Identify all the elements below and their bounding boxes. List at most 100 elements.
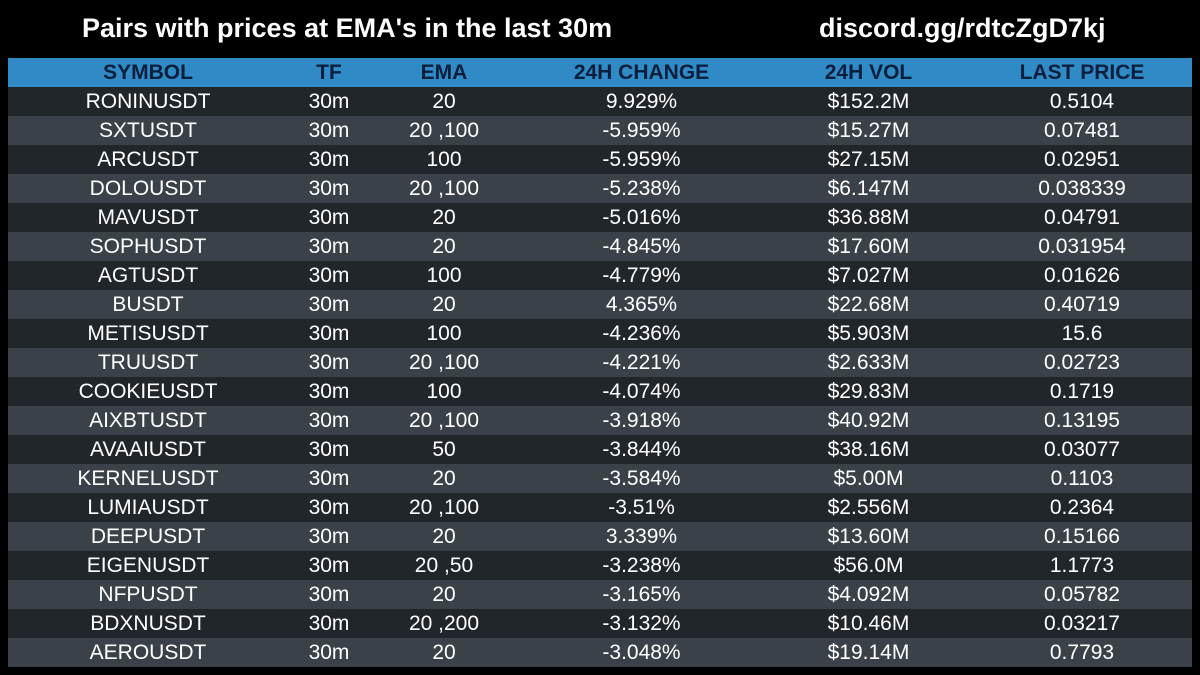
- cell-symbol: AIXBTUSDT: [89, 409, 207, 432]
- table-row: DEEPUSDT 30m 20 3.339% $13.60M 0.15166: [8, 522, 1192, 551]
- cell-ema: 20: [432, 206, 456, 229]
- table-row: LUMIAUSDT 30m 20 ,100 -3.51% $2.556M 0.2364: [8, 493, 1192, 522]
- cell-ema: 20 ,100: [408, 177, 480, 200]
- cell-ema: 100: [426, 148, 462, 171]
- cell-24h-change: 3.339%: [605, 525, 678, 548]
- cell-last-price: 0.5104: [1049, 90, 1115, 113]
- cell-last-price: 0.038339: [1038, 177, 1126, 200]
- cell-24h-change: -5.959%: [602, 119, 681, 142]
- column-header-24h-change: 24H CHANGE: [573, 61, 710, 84]
- page-header: Pairs with prices at EMA's in the last 3…: [0, 0, 1200, 58]
- cell-tf: 30m: [308, 206, 350, 229]
- cell-tf: 30m: [308, 322, 350, 345]
- cell-tf: 30m: [308, 293, 350, 316]
- cell-symbol: TRUUSDT: [97, 351, 199, 374]
- cell-symbol: MAVUSDT: [97, 206, 199, 229]
- table-body: RONINUSDT 30m 20 9.929% $152.2M 0.5104 SXTUSDT…: [8, 87, 1192, 667]
- column-header-last-price: LAST PRICE: [1019, 61, 1145, 84]
- column-header-24h-vol: 24H VOL: [824, 61, 913, 84]
- cell-ema: 100: [426, 322, 462, 345]
- cell-24h-change: -3.584%: [602, 467, 681, 490]
- cell-24h-change: -3.238%: [602, 554, 681, 577]
- cell-24h-change: 9.929%: [605, 90, 678, 113]
- table-row: AGTUSDT 30m 100 -4.779% $7.027M 0.01626: [8, 261, 1192, 290]
- cell-24h-vol: $13.60M: [827, 525, 910, 548]
- cell-tf: 30m: [308, 148, 350, 171]
- ema-pairs-table: SYMBOL TF EMA 24H CHANGE 24H VOL LAST PR…: [8, 58, 1192, 667]
- cell-24h-change: -4.845%: [602, 235, 681, 258]
- cell-ema: 20: [432, 583, 456, 606]
- cell-last-price: 0.03077: [1044, 438, 1120, 461]
- cell-24h-vol: $2.556M: [827, 496, 910, 519]
- cell-ema: 50: [432, 438, 456, 461]
- cell-24h-change: 4.365%: [605, 293, 678, 316]
- cell-24h-vol: $5.00M: [833, 467, 904, 490]
- cell-24h-vol: $29.83M: [827, 380, 910, 403]
- cell-symbol: METISUSDT: [87, 322, 209, 345]
- cell-24h-change: -4.779%: [602, 264, 681, 287]
- cell-symbol: BUSDT: [112, 293, 184, 316]
- cell-24h-vol: $40.92M: [827, 409, 910, 432]
- cell-symbol: EIGENUSDT: [86, 554, 210, 577]
- cell-24h-vol: $19.14M: [827, 641, 910, 664]
- cell-last-price: 0.03217: [1044, 612, 1120, 635]
- cell-tf: 30m: [308, 467, 350, 490]
- cell-symbol: COOKIEUSDT: [78, 380, 218, 403]
- page-title: Pairs with prices at EMA's in the last 3…: [82, 13, 613, 43]
- cell-24h-change: -3.918%: [602, 409, 681, 432]
- column-header-tf: TF: [316, 61, 342, 84]
- cell-24h-change: -4.236%: [602, 322, 681, 345]
- cell-last-price: 0.05782: [1044, 583, 1120, 606]
- cell-24h-vol: $36.88M: [827, 206, 910, 229]
- cell-24h-vol: $152.2M: [827, 90, 910, 113]
- cell-24h-change: -3.165%: [602, 583, 681, 606]
- cell-tf: 30m: [308, 90, 350, 113]
- table-row: EIGENUSDT 30m 20 ,50 -3.238% $56.0M 1.1773: [8, 551, 1192, 580]
- cell-symbol: NFPUSDT: [98, 583, 198, 606]
- cell-last-price: 0.1103: [1050, 467, 1114, 490]
- cell-last-price: 0.15166: [1044, 525, 1120, 548]
- cell-last-price: 1.1773: [1049, 554, 1115, 577]
- cell-24h-change: -3.048%: [602, 641, 681, 664]
- table-row: SXTUSDT 30m 20 ,100 -5.959% $15.27M 0.07481: [8, 116, 1192, 145]
- cell-symbol: RONINUSDT: [85, 90, 211, 113]
- cell-tf: 30m: [308, 351, 350, 374]
- table-row: SOPHUSDT 30m 20 -4.845% $17.60M 0.031954: [8, 232, 1192, 261]
- cell-ema: 20: [432, 235, 456, 258]
- cell-ema: 20: [432, 467, 456, 490]
- cell-last-price: 0.7793: [1049, 641, 1115, 664]
- cell-last-price: 15.6: [1061, 322, 1103, 345]
- cell-24h-vol: $22.68M: [827, 293, 910, 316]
- cell-ema: 20 ,100: [408, 409, 480, 432]
- cell-ema: 100: [426, 380, 462, 403]
- table-row: METISUSDT 30m 100 -4.236% $5.903M 15.6: [8, 319, 1192, 348]
- table-row: AVAAIUSDT 30m 50 -3.844% $38.16M 0.03077: [8, 435, 1192, 464]
- table-row: TRUUSDT 30m 20 ,100 -4.221% $2.633M 0.02723: [8, 348, 1192, 377]
- cell-symbol: AEROUSDT: [89, 641, 207, 664]
- cell-symbol: ARCUSDT: [97, 148, 199, 171]
- cell-24h-vol: $15.27M: [827, 119, 910, 142]
- cell-symbol: AVAAIUSDT: [90, 438, 206, 461]
- cell-ema: 20: [432, 293, 456, 316]
- cell-24h-vol: $10.46M: [827, 612, 910, 635]
- cell-last-price: 0.13195: [1044, 409, 1120, 432]
- table-row: DOLOUSDT 30m 20 ,100 -5.238% $6.147M 0.038339: [8, 174, 1192, 203]
- cell-symbol: KERNELUSDT: [77, 467, 219, 490]
- cell-ema: 100: [426, 264, 462, 287]
- table-row: RONINUSDT 30m 20 9.929% $152.2M 0.5104: [8, 87, 1192, 116]
- cell-ema: 20: [432, 641, 456, 664]
- discord-link-text: discord.gg/rdtcZgD7kj: [819, 13, 1106, 43]
- cell-last-price: 0.2364: [1049, 496, 1115, 519]
- cell-tf: 30m: [308, 438, 350, 461]
- cell-24h-vol: $56.0M: [833, 554, 904, 577]
- cell-tf: 30m: [308, 380, 350, 403]
- cell-symbol: SOPHUSDT: [89, 235, 207, 258]
- cell-tf: 30m: [308, 496, 350, 519]
- table-row: AEROUSDT 30m 20 -3.048% $19.14M 0.7793: [8, 638, 1192, 667]
- cell-ema: 20: [432, 90, 456, 113]
- cell-symbol: DEEPUSDT: [90, 525, 206, 548]
- table-row: BUSDT 30m 20 4.365% $22.68M 0.40719: [8, 290, 1192, 319]
- cell-symbol: DOLOUSDT: [89, 177, 207, 200]
- cell-ema: 20 ,100: [408, 496, 480, 519]
- cell-tf: 30m: [308, 612, 350, 635]
